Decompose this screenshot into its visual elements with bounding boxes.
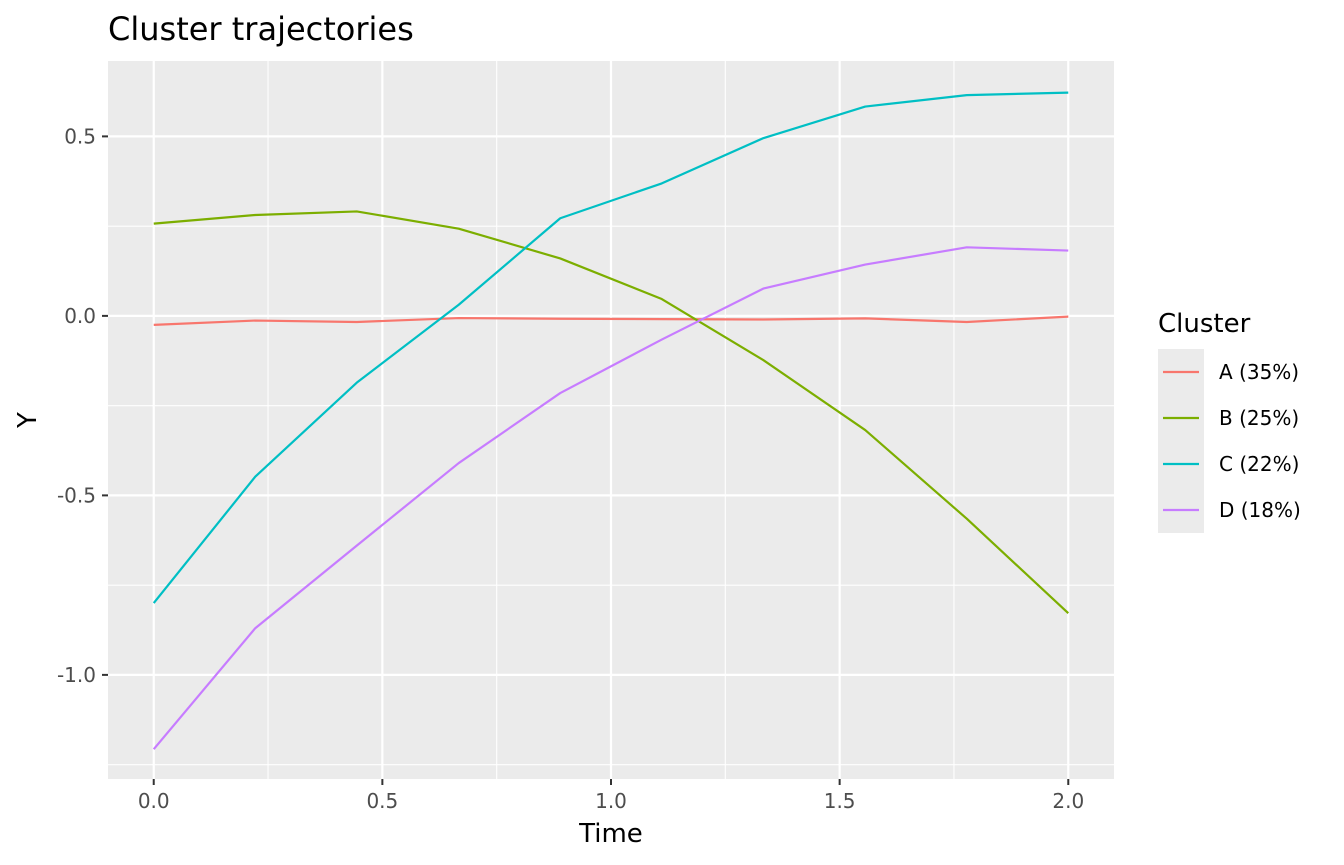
x-tick-label: 0.5 bbox=[366, 789, 398, 813]
y-tick-label: 0.0 bbox=[64, 304, 96, 328]
y-axis: -1.0 -0.5 0.0 0.5 bbox=[57, 124, 108, 687]
x-tick-label: 1.0 bbox=[595, 789, 627, 813]
x-tick-label: 1.5 bbox=[824, 789, 856, 813]
y-axis-title: Y bbox=[13, 412, 43, 429]
x-axis-title: Time bbox=[578, 819, 643, 849]
series-lines bbox=[152, 91, 1070, 750]
x-tick-label: 0.0 bbox=[138, 789, 170, 813]
x-axis: 0.0 0.5 1.0 1.5 2.0 bbox=[138, 779, 1084, 813]
legend-label: A (35%) bbox=[1219, 360, 1299, 384]
legend-title: Cluster bbox=[1158, 309, 1251, 339]
series-line-c bbox=[152, 91, 1069, 604]
y-tick-label: -1.0 bbox=[57, 663, 96, 687]
y-tick-label: -0.5 bbox=[57, 483, 96, 507]
grid-major bbox=[108, 61, 1114, 779]
legend-label: C (22%) bbox=[1219, 452, 1299, 476]
legend: Cluster A (35%) B (25%) C (22%) D (18%) bbox=[1158, 309, 1301, 533]
chart-title: Cluster trajectories bbox=[108, 10, 414, 48]
x-tick-label: 2.0 bbox=[1052, 789, 1084, 813]
legend-label: D (18%) bbox=[1219, 498, 1301, 522]
legend-key-background bbox=[1158, 349, 1204, 533]
legend-label: B (25%) bbox=[1219, 406, 1299, 430]
series-line-b bbox=[153, 210, 1070, 614]
series-line-a bbox=[153, 315, 1069, 326]
y-tick-label: 0.5 bbox=[64, 124, 96, 148]
series-line-d bbox=[152, 246, 1069, 750]
